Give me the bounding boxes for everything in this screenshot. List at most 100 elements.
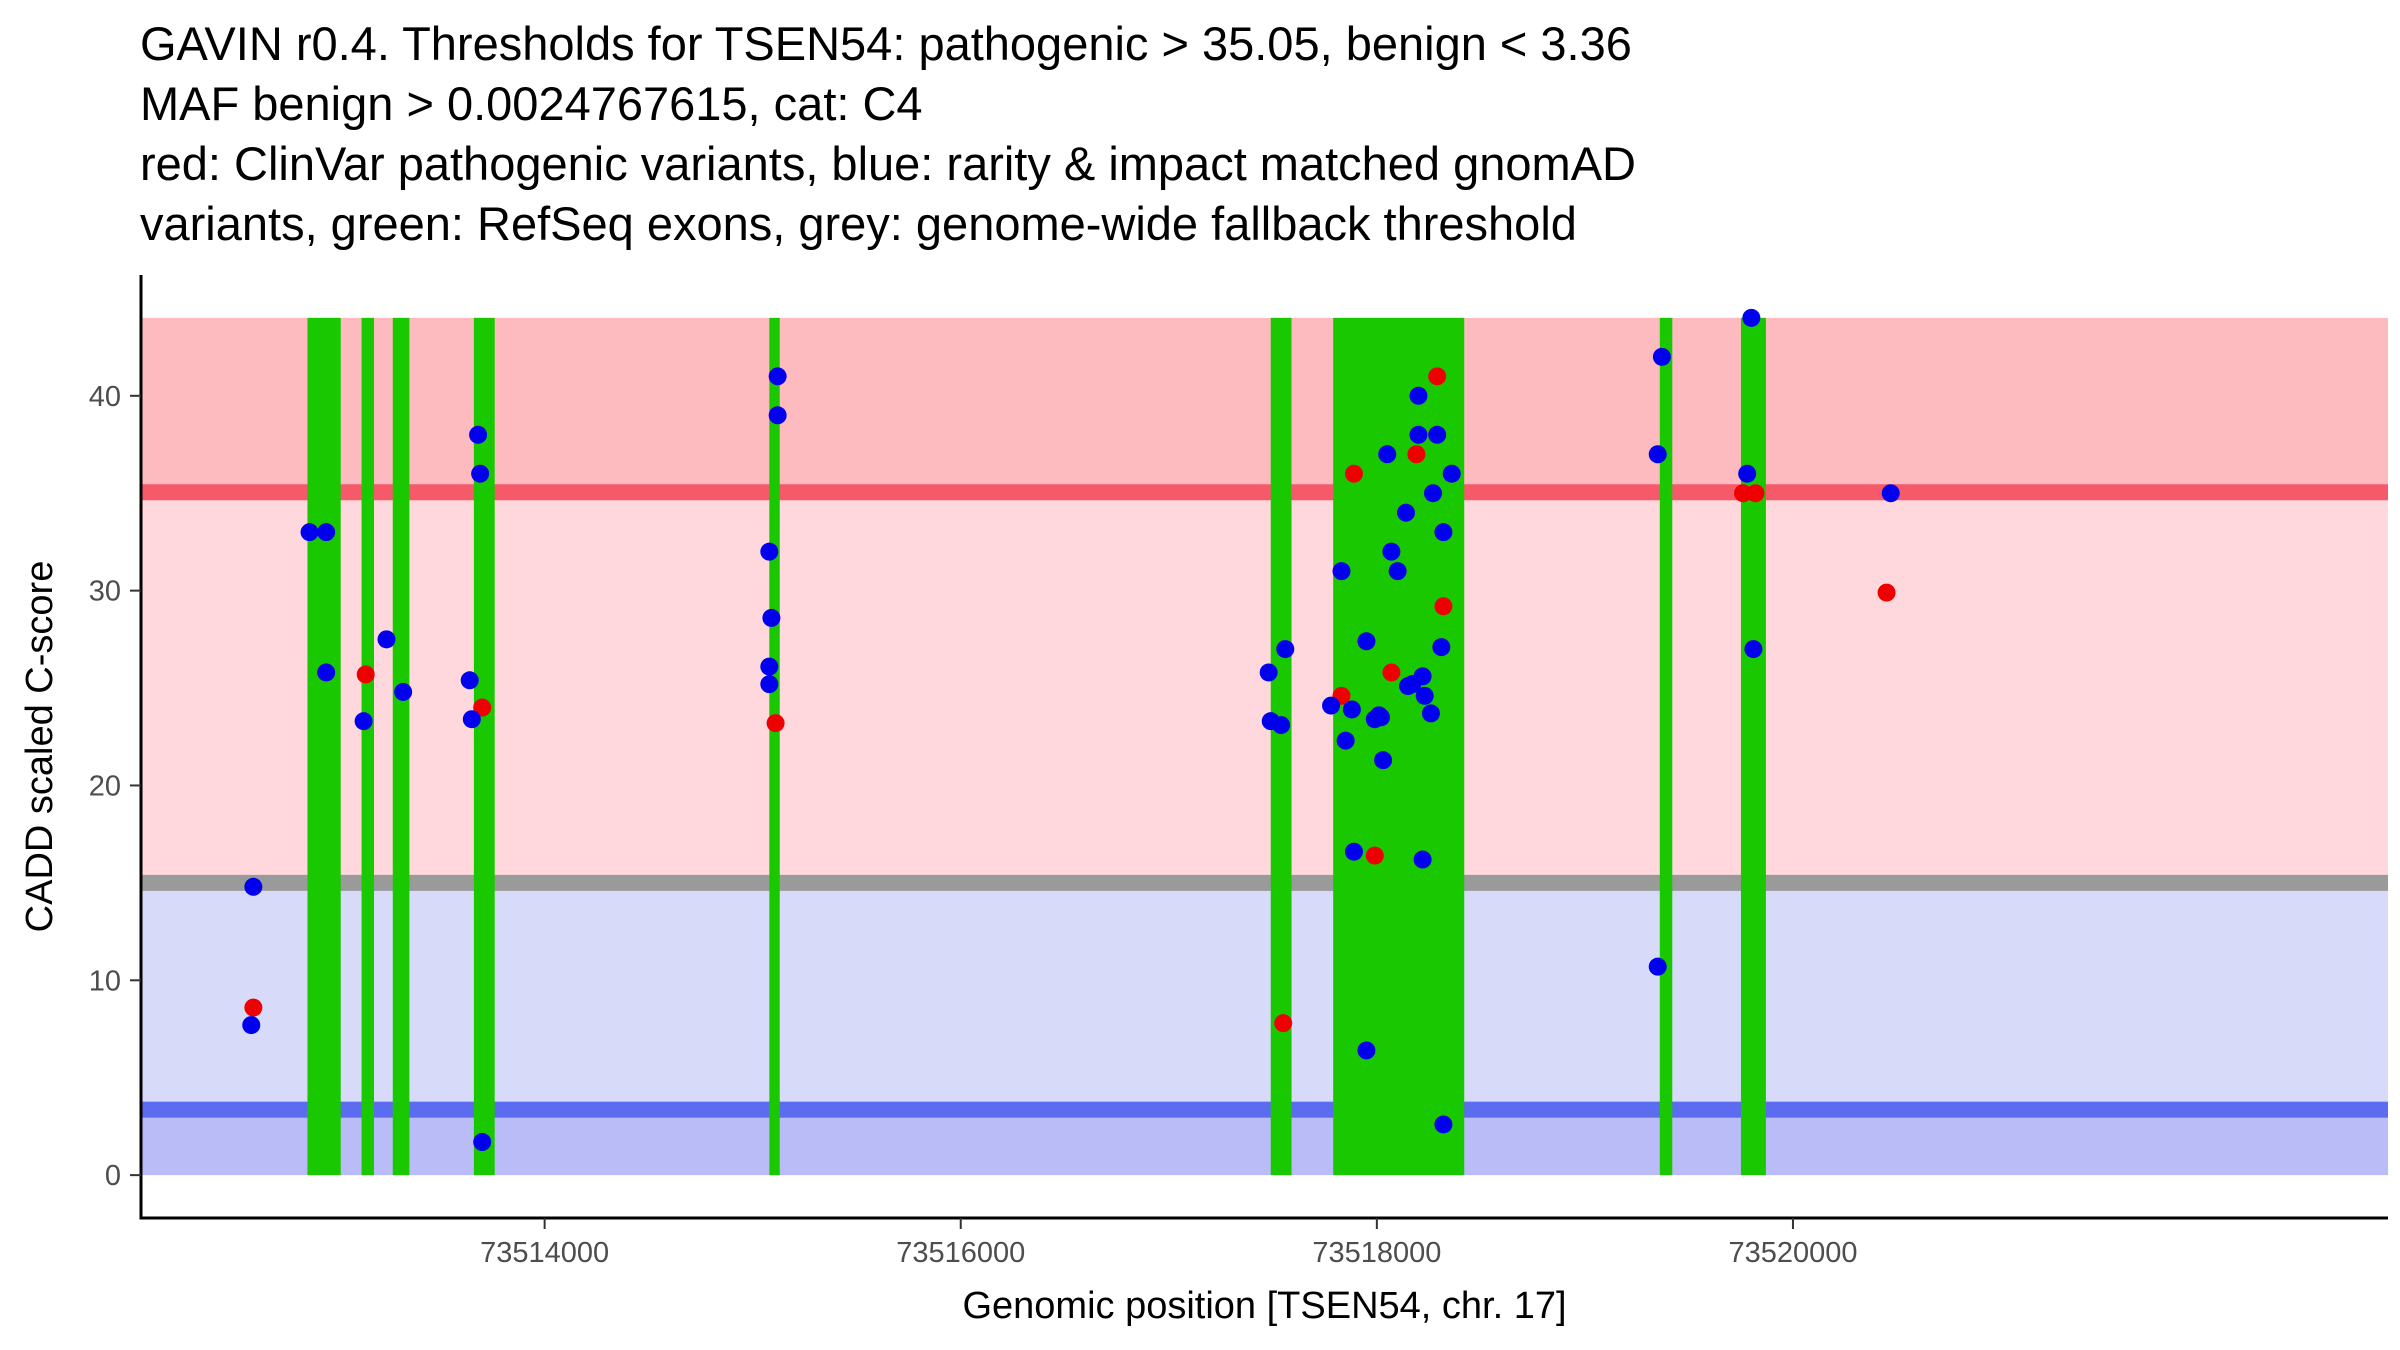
clinvar-pathogenic-point (1365, 846, 1384, 865)
gnomad-variant-point (317, 523, 336, 542)
clinvar-pathogenic-point (356, 665, 375, 684)
gnomad-variant-point (1357, 1041, 1376, 1060)
gnomad-variant-point (1881, 484, 1900, 503)
gnomad-variant-point (1276, 640, 1295, 659)
axis-ticks: 0 10 20 30 40 73514000 73516000 73518000 7352000… (89, 381, 1858, 1269)
exon-bar (392, 317, 410, 1176)
clinvar-pathogenic-point (1382, 663, 1401, 682)
threshold-regions (141, 317, 2388, 1176)
gnomad-variant-point (1272, 716, 1291, 735)
x-tick-label: 73520000 (1728, 1237, 1857, 1269)
gnomad-variant-point (244, 877, 263, 896)
exon-bar (1270, 317, 1292, 1176)
gnomad-variant-point (768, 367, 787, 386)
gnomad-variant-point (1742, 308, 1761, 327)
clinvar-pathogenic-point (1407, 445, 1426, 464)
clinvar-pathogenic-point (1428, 367, 1447, 386)
gnomad-variant-point (760, 657, 779, 676)
gnomad-variant-point (1409, 386, 1428, 405)
gnomad-variant-point (1413, 850, 1432, 869)
threshold-lines (141, 484, 2388, 1118)
x-tick-label: 73518000 (1312, 1237, 1441, 1269)
gnomad-variant-point (1744, 640, 1763, 659)
gnomad-variant-point (469, 425, 488, 444)
gnomad-variant-point (1322, 696, 1341, 715)
fallback-pathogenic-zone (141, 492, 2388, 883)
title-line-4: variants, green: RefSeq exons, grey: gen… (140, 197, 1577, 250)
pathogenic-threshold-line (141, 484, 2388, 501)
exon-bar (769, 317, 780, 1176)
gnomad-variant-point (1396, 503, 1415, 522)
gnomad-variant-point (1738, 464, 1757, 483)
chart-title: GAVIN r0.4. Thresholds for TSEN54: patho… (140, 14, 2380, 254)
gnomad-variant-point (1382, 542, 1401, 561)
fallback-threshold-line (141, 874, 2388, 891)
gnomad-variant-point (1415, 686, 1434, 705)
axes (139, 275, 2388, 1220)
exon-bar (361, 317, 375, 1176)
gnomad-variant-point (1332, 562, 1351, 581)
title-line-1: GAVIN r0.4. Thresholds for TSEN54: patho… (140, 17, 1632, 70)
gnomad-variant-point (1378, 445, 1397, 464)
y-tick-label: 0 (105, 1160, 121, 1192)
clinvar-pathogenic-point (1344, 464, 1363, 483)
gnomad-variant-point (1432, 638, 1451, 657)
clinvar-pathogenic-point (1877, 583, 1896, 602)
gnomad-variant-point (1344, 842, 1363, 861)
gnomad-variant-point (760, 675, 779, 694)
gnomad-variant-point (1428, 425, 1447, 444)
gnomad-variant-point (1342, 700, 1361, 719)
refseq-exons (307, 317, 1766, 1176)
exon-bar (1740, 317, 1766, 1176)
gnomad-variant-point (1648, 957, 1667, 976)
gnomad-variant-point (1442, 464, 1461, 483)
gnomad-variant-point (768, 406, 787, 425)
gnomad-variant-point (1374, 751, 1393, 770)
gnomad-variant-point (1372, 708, 1391, 727)
gnomad-variant-point (1357, 632, 1376, 651)
gnomad-variant-point (242, 1016, 261, 1035)
clinvar-pathogenic-point (1734, 484, 1753, 503)
gnomad-variant-point (1409, 425, 1428, 444)
exon-bar (1333, 317, 1465, 1176)
y-tick-label: 20 (89, 770, 121, 802)
exon-bar (307, 317, 341, 1176)
y-axis-title: CADD scaled C-score (19, 561, 61, 933)
gnomad-variant-point (1259, 663, 1278, 682)
gnomad-variant-point (762, 608, 781, 627)
clinvar-pathogenic-point (473, 698, 492, 717)
clinvar-pathogenic-point (1746, 484, 1765, 503)
pathogenic-zone (141, 317, 2388, 493)
clinvar-pathogenic-point (1274, 1014, 1293, 1033)
gnomad-variant-point (300, 523, 319, 542)
clinvar-pathogenic-point (1434, 597, 1453, 616)
gnomad-variant-point (471, 464, 490, 483)
gnomad-variant-point (1424, 484, 1443, 503)
gnomad-variant-point (462, 710, 481, 729)
clinvar-pathogenic-point (766, 714, 785, 733)
gnomad-variant-point (1413, 667, 1432, 686)
gnomad-variant-point (354, 712, 373, 731)
benign-zone (141, 1109, 2388, 1176)
gnomad-variant-point (1434, 523, 1453, 542)
gnomad-variant-point (1388, 562, 1407, 581)
gnomad-variant-point (760, 542, 779, 561)
gnomad-variant-point (1648, 445, 1667, 464)
x-tick-label: 73516000 (896, 1237, 1025, 1269)
variant-points (242, 308, 1900, 1152)
benign-maf-zone (141, 882, 2388, 1110)
gnomad-variant-point (394, 682, 413, 701)
clinvar-pathogenic-point (244, 998, 263, 1017)
gnomad-variant-point (377, 630, 396, 649)
title-line-2: MAF benign > 0.0024767615, cat: C4 (140, 77, 923, 130)
gnomad-variant-point (1652, 347, 1671, 366)
gnomad-variant-point (1336, 731, 1355, 750)
gnomad-variant-point (1421, 704, 1440, 723)
gnomad-variant-point (1434, 1115, 1453, 1134)
y-tick-label: 40 (89, 381, 121, 413)
y-tick-label: 10 (89, 965, 121, 997)
gnomad-variant-point (460, 671, 479, 690)
y-tick-label: 30 (89, 576, 121, 608)
benign-threshold-line (141, 1101, 2388, 1118)
